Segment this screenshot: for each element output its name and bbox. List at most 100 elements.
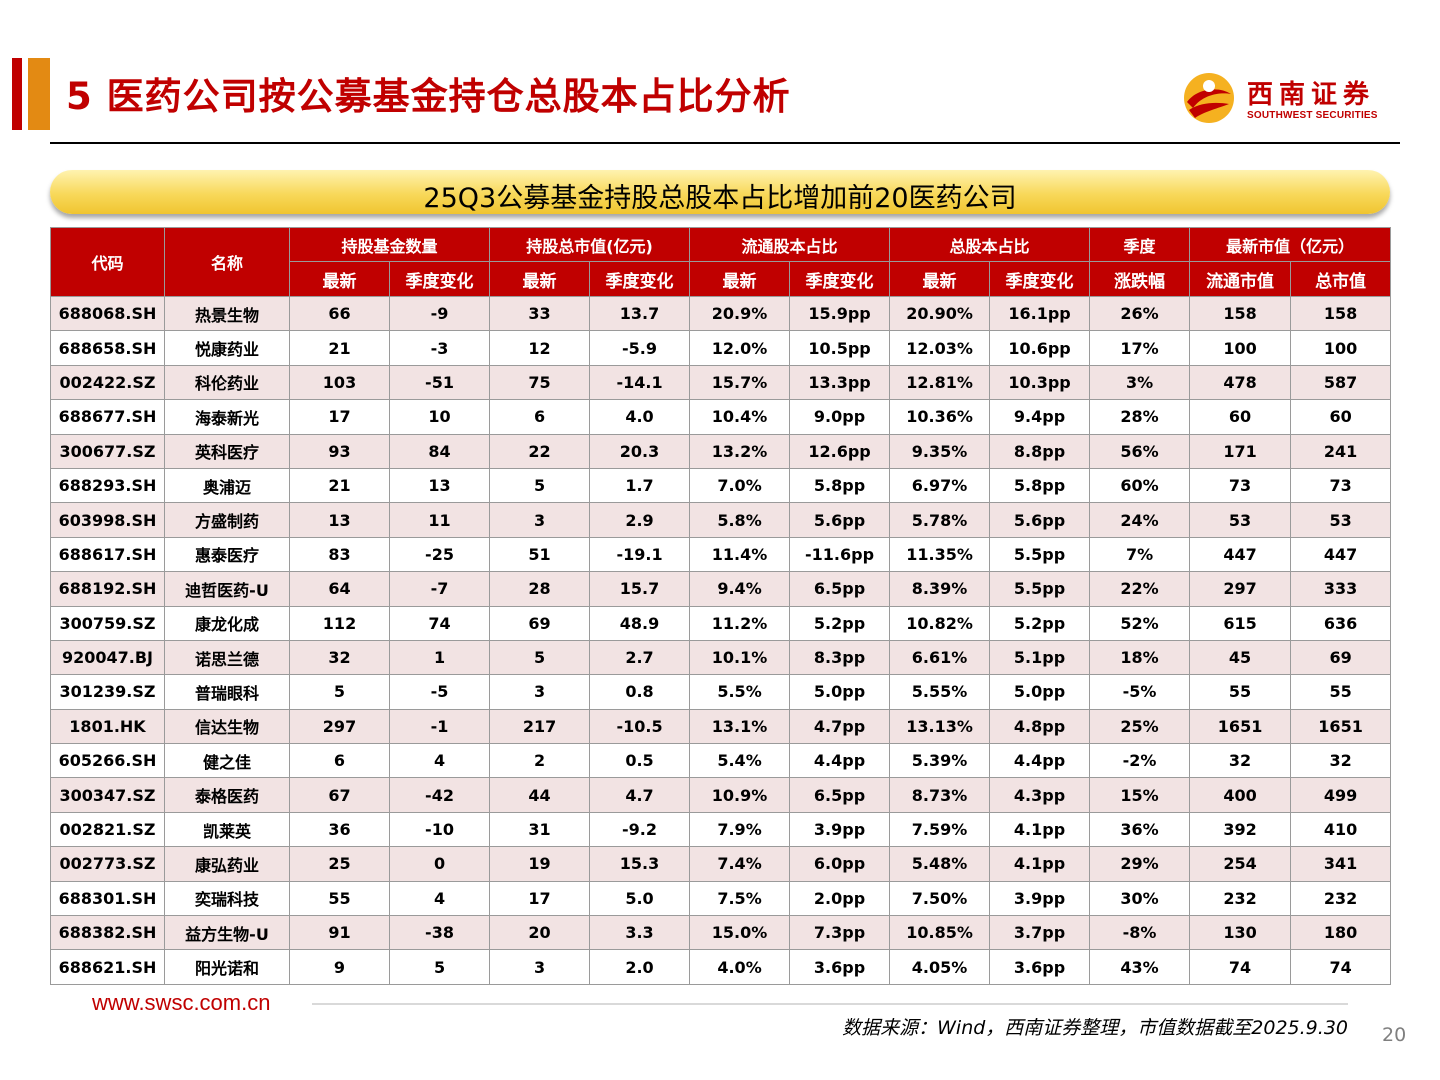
- cell-float-market-cap: 55: [1189, 674, 1292, 710]
- cell-float-market-cap: 478: [1189, 364, 1292, 401]
- cell-float-market-cap: 32: [1189, 743, 1292, 779]
- cell-float-ratio-change: 8.3pp: [789, 639, 891, 676]
- cell-fund-count-change: 11: [388, 502, 491, 538]
- cell-float-market-cap: 392: [1189, 811, 1292, 848]
- cell-total-market-cap: 241: [1290, 433, 1392, 469]
- cell-holding-value-change: 5.0: [589, 880, 691, 917]
- cell-price-change: 56%: [1089, 433, 1191, 469]
- cell-code: 603998.SH: [50, 502, 165, 538]
- cell-name: 康龙化成: [164, 605, 290, 641]
- cell-total-ratio-latest: 11.35%: [889, 536, 991, 573]
- cell-holding-value-latest: 3: [489, 674, 591, 710]
- cell-float-ratio-latest: 15.0%: [689, 915, 791, 951]
- cell-fund-count-latest: 91: [289, 915, 390, 951]
- cell-code: 1801.HK: [50, 708, 165, 745]
- cell-total-ratio-latest: 12.81%: [889, 364, 991, 401]
- cell-fund-count-latest: 103: [289, 364, 390, 401]
- cell-holding-value-change: -19.1: [589, 536, 691, 573]
- subheader-float-ratio-change: 季度变化: [789, 261, 891, 297]
- cell-name: 信达生物: [164, 708, 290, 745]
- cell-total-ratio-latest: 6.61%: [889, 639, 991, 676]
- cell-fund-count-change: -1: [388, 708, 491, 745]
- cell-fund-count-change: 84: [388, 433, 491, 469]
- table-row: 688677.SH 海泰新光 17 10 6 4.0 10.4% 9.0pp 10.36% 9.4…: [50, 399, 1392, 435]
- table-row: 688617.SH 惠泰医疗 83 -25 51 -19.1 11.4% -11.6pp 11.…: [50, 536, 1392, 573]
- cell-float-ratio-change: 13.3pp: [789, 364, 891, 401]
- cell-fund-count-change: 0: [388, 846, 491, 882]
- header-float-share-ratio: 流通股本占比: [689, 227, 891, 262]
- cell-total-ratio-latest: 10.82%: [889, 605, 991, 641]
- cell-name: 惠泰医疗: [164, 536, 290, 573]
- table-row: 920047.BJ 诺思兰德 32 1 5 2.7 10.1% 8.3pp 6.61% 5.1pp…: [50, 639, 1392, 676]
- cell-holding-value-change: -10.5: [589, 708, 691, 745]
- cell-holding-value-change: -5.9: [589, 330, 691, 366]
- cell-total-ratio-change: 5.8pp: [989, 467, 1091, 504]
- cell-float-ratio-change: 9.0pp: [789, 399, 891, 435]
- cell-total-market-cap: 69: [1290, 639, 1392, 676]
- cell-total-ratio-latest: 7.50%: [889, 880, 991, 917]
- cell-fund-count-change: 5: [388, 949, 491, 985]
- cell-total-ratio-change: 16.1pp: [989, 295, 1091, 332]
- cell-float-ratio-latest: 12.0%: [689, 330, 791, 366]
- cell-price-change: -2%: [1089, 743, 1191, 779]
- brand-logo: 西南证券 SOUTHWEST SECURITIES: [1183, 72, 1403, 128]
- cell-code: 300677.SZ: [50, 433, 165, 469]
- cell-float-market-cap: 73: [1189, 467, 1292, 504]
- table-row: 300347.SZ 泰格医药 67 -42 44 4.7 10.9% 6.5pp 8.73% 4.…: [50, 777, 1392, 813]
- cell-float-ratio-latest: 20.9%: [689, 295, 791, 332]
- header-name: 名称: [164, 227, 290, 297]
- cell-float-ratio-change: 12.6pp: [789, 433, 891, 469]
- cell-total-ratio-change: 4.1pp: [989, 811, 1091, 848]
- cell-code: 002821.SZ: [50, 811, 165, 848]
- cell-holding-value-latest: 28: [489, 571, 591, 607]
- cell-name: 泰格医药: [164, 777, 290, 813]
- cell-holding-value-change: 2.0: [589, 949, 691, 985]
- cell-holding-value-change: 13.7: [589, 295, 691, 332]
- cell-total-market-cap: 32: [1290, 743, 1392, 779]
- cell-fund-count-latest: 66: [289, 295, 390, 332]
- table-caption-banner: 25Q3公募基金持股总股本占比增加前20医药公司: [50, 170, 1390, 214]
- cell-holding-value-latest: 22: [489, 433, 591, 469]
- cell-float-ratio-latest: 9.4%: [689, 571, 791, 607]
- cell-total-market-cap: 447: [1290, 536, 1392, 573]
- cell-fund-count-change: -10: [388, 811, 491, 848]
- cell-price-change: 17%: [1089, 330, 1191, 366]
- cell-name: 阳光诺和: [164, 949, 290, 985]
- cell-total-ratio-change: 5.5pp: [989, 536, 1091, 573]
- cell-price-change: 15%: [1089, 777, 1191, 813]
- cell-float-ratio-change: 5.8pp: [789, 467, 891, 504]
- cell-float-ratio-latest: 7.9%: [689, 811, 791, 848]
- cell-float-ratio-change: 10.5pp: [789, 330, 891, 366]
- cell-total-ratio-change: 4.4pp: [989, 743, 1091, 779]
- cell-code: 688382.SH: [50, 915, 165, 951]
- cell-float-market-cap: 130: [1189, 915, 1292, 951]
- cell-fund-count-latest: 297: [289, 708, 390, 745]
- cell-float-ratio-change: 4.7pp: [789, 708, 891, 745]
- cell-holding-value-change: 0.5: [589, 743, 691, 779]
- cell-float-market-cap: 232: [1189, 880, 1292, 917]
- cell-fund-count-latest: 83: [289, 536, 390, 573]
- cell-code: 002422.SZ: [50, 364, 165, 401]
- cell-holding-value-change: 3.3: [589, 915, 691, 951]
- table-caption: 25Q3公募基金持股总股本占比增加前20医药公司: [423, 183, 1017, 214]
- cell-name: 凯莱英: [164, 811, 290, 848]
- cell-total-market-cap: 636: [1290, 605, 1392, 641]
- cell-code: 688293.SH: [50, 467, 165, 504]
- cell-total-ratio-change: 5.0pp: [989, 674, 1091, 710]
- cell-code: 688677.SH: [50, 399, 165, 435]
- cell-holding-value-change: -14.1: [589, 364, 691, 401]
- table-row: 688293.SH 奥浦迈 21 13 5 1.7 7.0% 5.8pp 6.97% 5.8pp 6…: [50, 467, 1392, 504]
- title-accent-bar-red: [12, 58, 22, 130]
- cell-code: 605266.SH: [50, 743, 165, 779]
- cell-name: 海泰新光: [164, 399, 290, 435]
- cell-price-change: 28%: [1089, 399, 1191, 435]
- cell-float-market-cap: 400: [1189, 777, 1292, 813]
- cell-holding-value-change: 4.7: [589, 777, 691, 813]
- cell-name: 科伦药业: [164, 364, 290, 401]
- cell-price-change: -8%: [1089, 915, 1191, 951]
- cell-fund-count-latest: 6: [289, 743, 390, 779]
- cell-fund-count-latest: 67: [289, 777, 390, 813]
- header-holding-value: 持股总市值(亿元): [489, 227, 691, 262]
- cell-float-market-cap: 53: [1189, 502, 1292, 538]
- logo-english-name: SOUTHWEST SECURITIES: [1247, 110, 1378, 121]
